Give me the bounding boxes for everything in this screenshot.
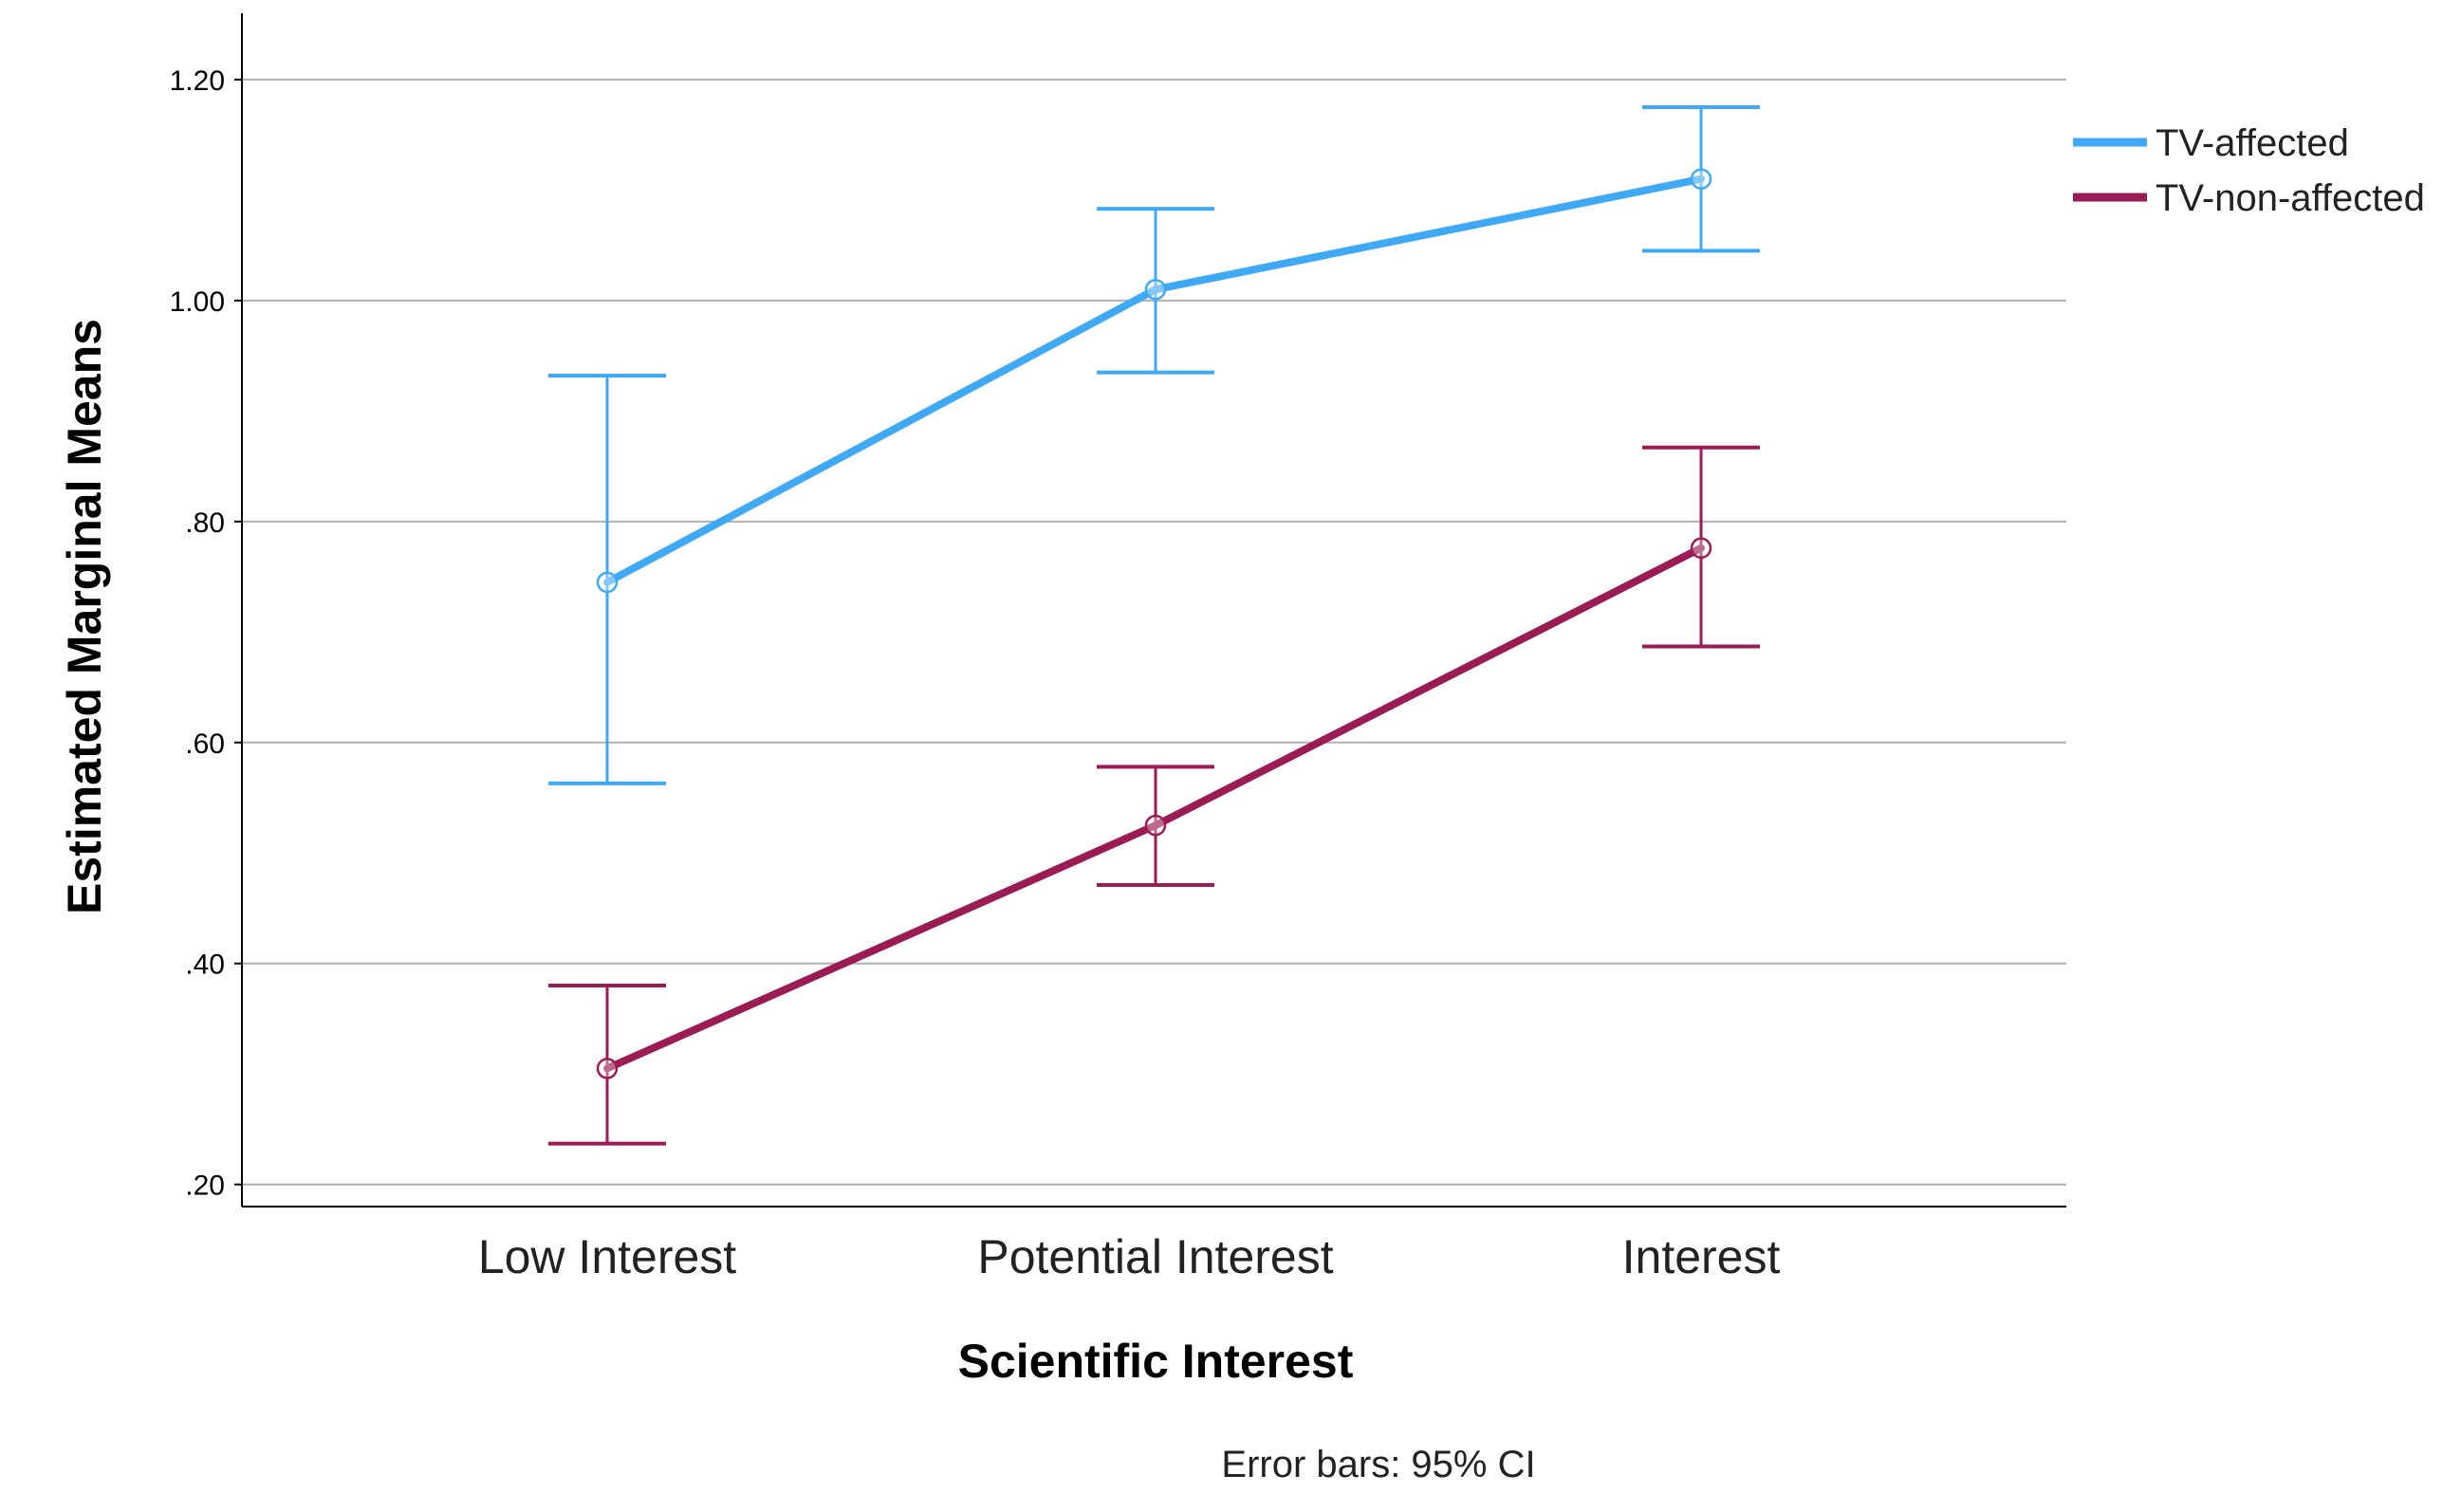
data-point	[596, 571, 619, 594]
data-point	[1144, 814, 1167, 837]
y-tick-label: .80	[185, 507, 225, 539]
x-axis-title: Scientific Interest	[958, 1335, 1354, 1388]
x-tick-label: Low Interest	[478, 1230, 736, 1283]
data-point	[596, 1058, 619, 1079]
legend-item: TV-affected	[2073, 122, 2349, 164]
data-point	[1690, 537, 1712, 560]
y-tick-label: .60	[185, 728, 225, 760]
x-tick-labels: Low Interest Potential Interest Interest	[478, 1230, 1781, 1283]
y-tick-label: .40	[185, 950, 225, 981]
legend-label: TV-non-affected	[2156, 177, 2425, 219]
data-point	[1144, 278, 1167, 301]
y-tick-labels: .20 .40 .60 .80 1.00 1.20	[170, 65, 242, 1202]
legend: TV-affected TV-non-affected	[2073, 122, 2425, 219]
legend-label: TV-affected	[2156, 122, 2349, 164]
series-line	[603, 544, 1705, 1073]
y-axis-title: Estimated Marginal Means	[58, 319, 111, 914]
series-line	[603, 175, 1705, 586]
x-tick-label: Potential Interest	[977, 1230, 1333, 1283]
axes	[241, 13, 2066, 1208]
data-points	[596, 168, 1712, 1079]
data-point	[1690, 168, 1712, 190]
series-lines	[603, 175, 1705, 1073]
y-tick-label: 1.20	[170, 65, 225, 97]
y-tick-label: 1.00	[170, 286, 225, 318]
x-tick-label: Interest	[1622, 1230, 1781, 1283]
error-bars-note: Error bars: 95% CI	[1221, 1444, 1535, 1485]
error-bars	[548, 105, 1760, 1146]
y-tick-label: .20	[185, 1171, 225, 1202]
legend-item: TV-non-affected	[2073, 177, 2425, 219]
